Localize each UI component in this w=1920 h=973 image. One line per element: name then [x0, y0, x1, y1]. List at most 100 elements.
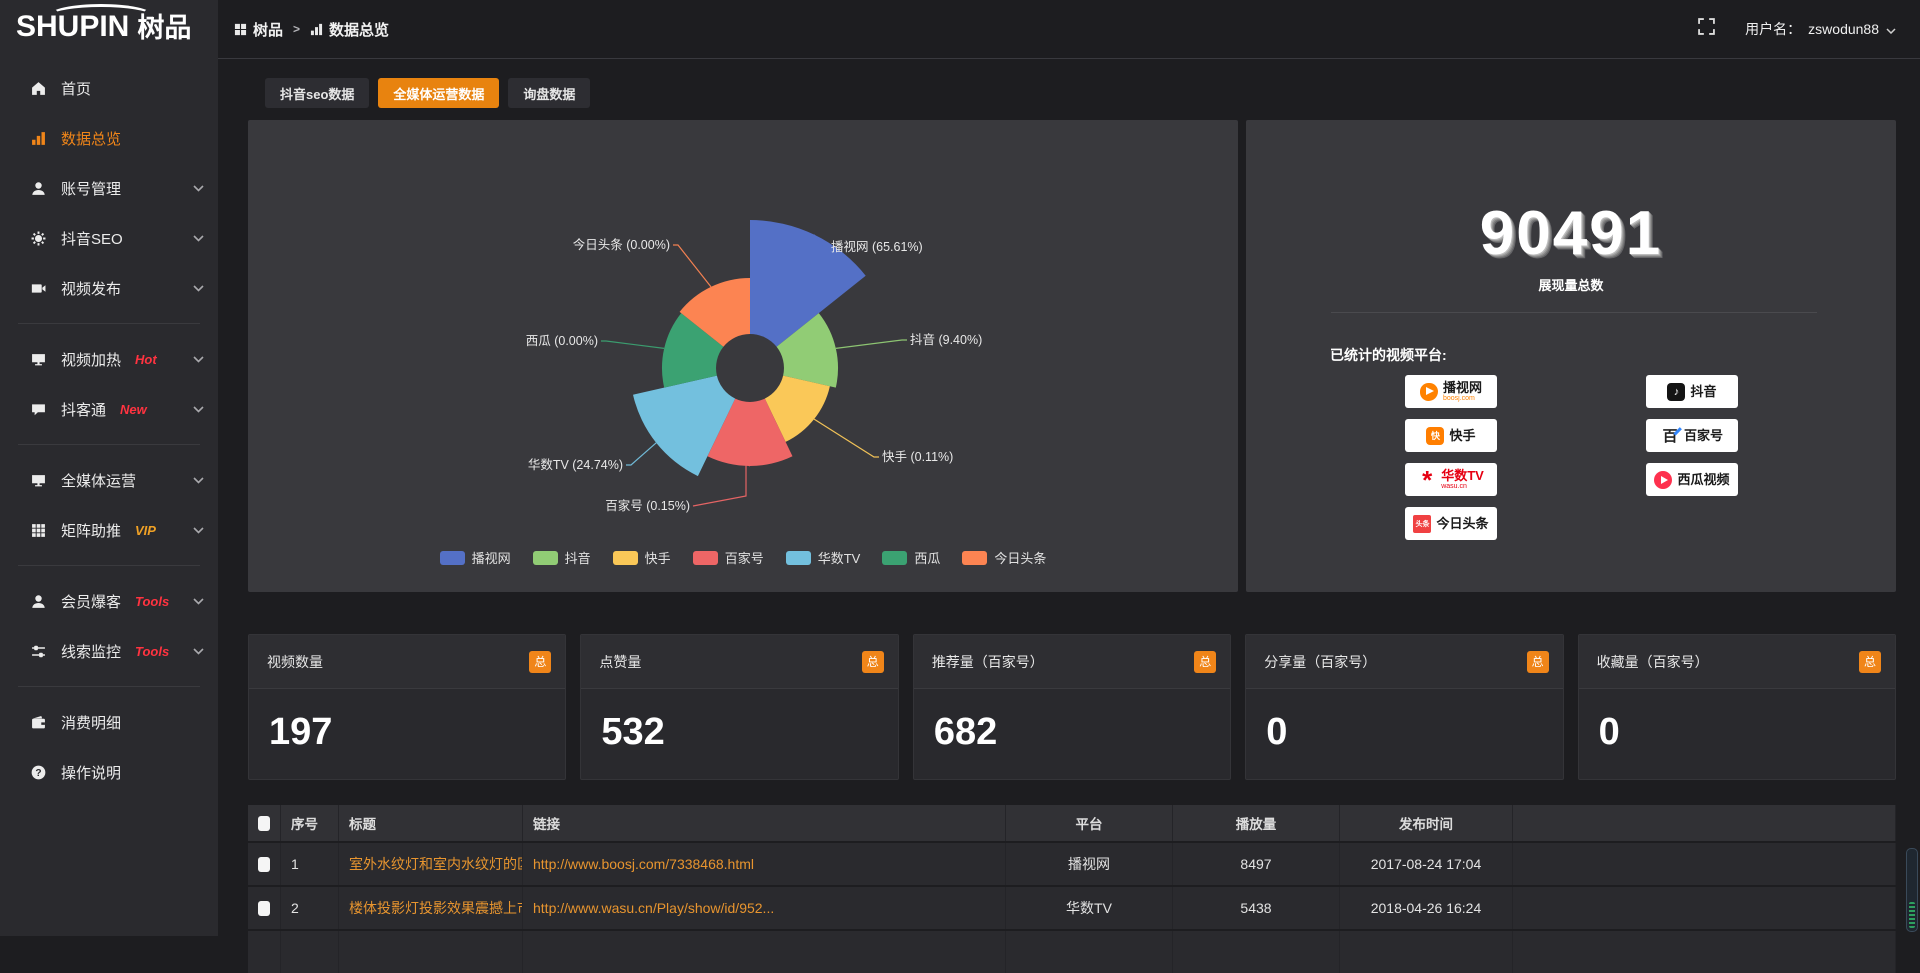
pie-slice-百家号[interactable]	[707, 398, 793, 466]
brand-logo[interactable]: SHUPIN 树品	[16, 4, 191, 42]
cell-time: 2017-08-24 17:04	[1340, 843, 1513, 885]
pie-label-今日头条: 今日头条 (0.00%)	[573, 237, 670, 252]
cell-title[interactable]	[339, 931, 523, 973]
sidebar-item-抖音SEO[interactable]: 抖音SEO	[0, 213, 218, 263]
sidebar-item-操作说明[interactable]: ? 操作说明	[0, 747, 218, 797]
sidebar-item-badge: VIP	[135, 522, 156, 538]
sidebar-item-视频发布[interactable]: 视频发布	[0, 263, 218, 313]
stat-card-value: 197	[269, 711, 333, 753]
stat-card-value: 682	[933, 711, 998, 753]
pie-slice-华数TV[interactable]	[633, 375, 736, 477]
sidebar-nav: 首页 数据总览 账号管理 抖音SEO 视频发布视频加热 Hot 抖客通 New 全媒体运营矩阵助…	[0, 63, 218, 797]
scrollbar-thumb[interactable]	[1906, 848, 1918, 932]
legend-item-抖音[interactable]: 抖音	[532, 548, 591, 567]
summary-panel: 90491 展现量总数 已统计的视频平台: 播视网 boosj.com 快快手 * 华数…	[1246, 120, 1896, 592]
legend-swatch-icon	[532, 550, 558, 565]
breadcrumb-item-home[interactable]: 树品	[234, 19, 283, 40]
pie-slice-抖音[interactable]	[776, 313, 839, 388]
platform-name: 华数TV	[1441, 468, 1484, 483]
username-label: 用户名：	[1745, 21, 1802, 37]
tab-全媒体运营数据[interactable]: 全媒体运营数据	[378, 78, 500, 108]
bar-chart-icon	[30, 131, 47, 146]
sidebar-item-数据总览[interactable]: 数据总览	[0, 113, 218, 163]
chevron-down-icon	[193, 476, 204, 484]
platform-name: 快手	[1449, 428, 1476, 443]
sidebar: SHUPIN 树品 首页 数据总览 账号管理 抖音SEO 视频发布视频加热 Hot 抖客通 N…	[0, 0, 218, 936]
platform-badge-播视网: 播视网 boosj.com	[1405, 375, 1497, 408]
legend-item-快手[interactable]: 快手	[612, 548, 671, 567]
breadcrumb-item-current[interactable]: 数据总览	[310, 19, 389, 40]
username-value: zswodun88	[1808, 21, 1879, 37]
legend-item-播视网[interactable]: 播视网	[439, 548, 511, 567]
row-checkbox[interactable]	[258, 856, 270, 872]
sidebar-item-全媒体运营[interactable]: 全媒体运营	[0, 455, 218, 505]
pie-label-line-快手	[813, 418, 879, 458]
table-row: 2 楼体投影灯投影效果震撼上市 http://www.wasu.cn/Play/sh…	[248, 887, 1896, 929]
chevron-down-icon	[1886, 21, 1896, 37]
sidebar-item-首页[interactable]: 首页	[0, 63, 218, 113]
chevron-down-icon	[193, 405, 204, 413]
row-select-cell	[248, 843, 281, 885]
chevron-down-icon	[193, 284, 204, 292]
sidebar-item-账号管理[interactable]: 账号管理	[0, 163, 218, 213]
fullscreen-button[interactable]	[1698, 18, 1716, 40]
sidebar-item-badge: New	[120, 401, 147, 417]
cell-link[interactable]: http://www.wasu.cn/Play/show/id/952...	[523, 887, 1006, 929]
select-all-checkbox[interactable]	[258, 815, 270, 831]
sidebar-item-视频加热[interactable]: 视频加热 Hot	[0, 334, 218, 384]
legend-item-今日头条[interactable]: 今日头条	[962, 548, 1046, 567]
cell-link[interactable]	[523, 931, 1006, 973]
cell-plays: 8497	[1173, 843, 1340, 885]
sidebar-item-矩阵助推[interactable]: 矩阵助推 VIP	[0, 505, 218, 555]
table-header-row: 序号 标题 链接 平台 播放量 发布时间	[248, 805, 1896, 841]
legend-item-华数TV[interactable]: 华数TV	[785, 548, 860, 567]
cell-platform: 华数TV	[1006, 887, 1173, 929]
sidebar-item-抖客通[interactable]: 抖客通 New	[0, 384, 218, 434]
cell-title[interactable]: 楼体投影灯投影效果震撼上市	[339, 887, 523, 929]
table-header-extra	[1513, 805, 1896, 841]
platform-column-right: ♪ 抖音百百家号 西瓜视频	[1646, 375, 1738, 496]
stat-card-分享量（百家号）: 分享量（百家号） 总 0	[1245, 634, 1564, 780]
cell-extra	[1513, 843, 1896, 885]
cell-title[interactable]: 室外水纹灯和室内水纹灯的区别和简介	[339, 843, 523, 885]
sidebar-item-会员爆客[interactable]: 会员爆客 Tools	[0, 576, 218, 626]
sidebar-item-线索监控[interactable]: 线索监控 Tools	[0, 626, 218, 676]
pie-slice-播视网[interactable]	[750, 220, 866, 347]
stat-card-header: 视频数量 总	[249, 635, 566, 689]
pie-slice-西瓜[interactable]	[661, 313, 724, 388]
sidebar-item-label: 视频加热	[61, 351, 122, 369]
sidebar-item-label: 全媒体运营	[61, 472, 137, 490]
grid-icon	[30, 523, 47, 538]
total-badge: 总	[1194, 650, 1217, 673]
legend-swatch-icon	[612, 550, 638, 565]
stat-card-value: 532	[601, 711, 665, 753]
user-menu[interactable]: 用户名： zswodun88	[1745, 19, 1896, 39]
pie-slice-今日头条[interactable]	[679, 278, 750, 347]
total-badge: 总	[529, 650, 552, 673]
cell-platform	[1006, 931, 1173, 973]
sidebar-item-消费明细[interactable]: 消费明细	[0, 697, 218, 747]
row-select-cell	[248, 887, 281, 929]
pie-label-line-播视网	[813, 234, 828, 248]
stat-card-header: 分享量（百家号） 总	[1246, 635, 1563, 689]
table-row	[248, 931, 1896, 973]
table-header-发布时间: 发布时间	[1340, 805, 1513, 841]
stat-card-value: 0	[1598, 711, 1620, 753]
chevron-down-icon	[193, 184, 204, 192]
breadcrumb-separator: >	[293, 22, 301, 36]
legend-label: 百家号	[724, 551, 764, 566]
platform-badge-西瓜视频: 西瓜视频	[1646, 463, 1738, 496]
legend-label: 西瓜	[914, 551, 941, 566]
cell-link[interactable]: http://www.boosj.com/7338468.html	[523, 843, 1006, 885]
tab-询盘数据[interactable]: 询盘数据	[508, 78, 591, 108]
legend-item-百家号[interactable]: 百家号	[692, 548, 764, 567]
row-checkbox[interactable]	[258, 900, 270, 916]
legend-swatch-icon	[882, 550, 908, 565]
pie-slice-快手[interactable]	[764, 375, 830, 442]
total-badge: 总	[1526, 650, 1549, 673]
kuaishou-icon: 快	[1426, 426, 1445, 445]
platform-badge-快手: 快快手	[1405, 419, 1497, 452]
tab-抖音seo数据[interactable]: 抖音seo数据	[265, 78, 370, 108]
stat-card-推荐量（百家号）: 推荐量（百家号） 总 682	[912, 634, 1232, 780]
legend-item-西瓜[interactable]: 西瓜	[882, 548, 940, 567]
